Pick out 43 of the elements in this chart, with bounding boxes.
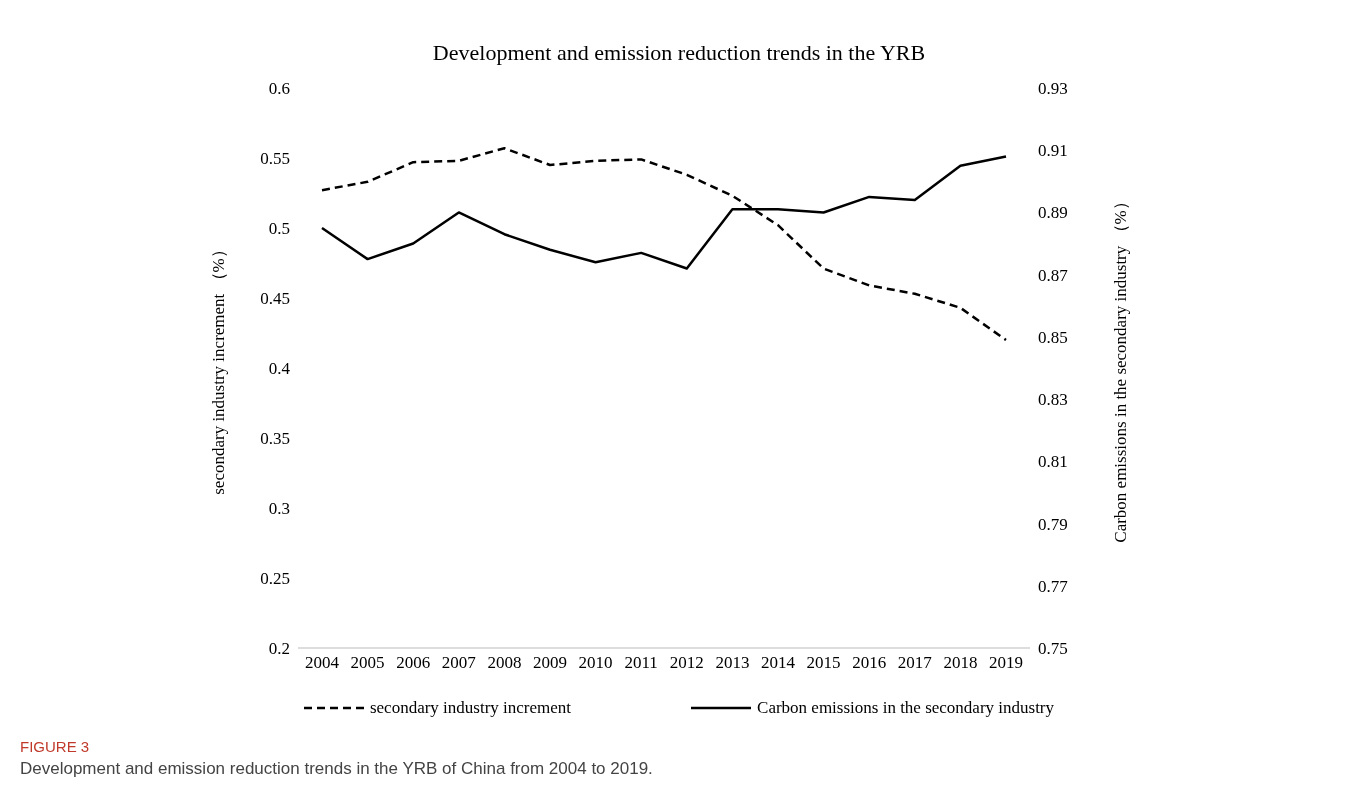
x-tick-label: 2013 bbox=[715, 653, 750, 673]
y-tick-label: 0.25 bbox=[260, 569, 290, 589]
x-tick-label: 2004 bbox=[305, 653, 340, 673]
x-tick-label: 2009 bbox=[533, 653, 567, 673]
caption: FIGURE 3 bbox=[20, 738, 91, 755]
y2-tick-label: 0.91 bbox=[1038, 141, 1068, 161]
x-tick-label: 2008 bbox=[487, 653, 522, 673]
y-tick-label: 0.5 bbox=[268, 219, 290, 239]
x-tick-label: 2011 bbox=[624, 653, 658, 673]
x-tick-label: 2015 bbox=[806, 653, 841, 673]
x-tick-label: 2018 bbox=[943, 653, 978, 673]
x-tick-label: 2019 bbox=[989, 653, 1023, 673]
y-tick-label: 0.45 bbox=[260, 289, 290, 309]
x-tick-label: 2007 bbox=[441, 653, 477, 673]
y2-tick-label: 0.79 bbox=[1038, 514, 1068, 534]
y-tick-label: 0.3 bbox=[268, 499, 290, 519]
y-tick-label: 0.35 bbox=[260, 429, 290, 449]
x-tick-label: 2012 bbox=[669, 653, 704, 673]
y2-tick-label: 0.85 bbox=[1038, 327, 1068, 347]
y-tick-label: 0.4 bbox=[268, 359, 291, 379]
y-tick-label: 0.6 bbox=[268, 79, 290, 99]
chart-title: Development and emission reduction trends in the YRB bbox=[432, 40, 926, 65]
legend-label: Carbon emissions in the secondary industry bbox=[757, 698, 1055, 718]
y2-tick-label: 0.87 bbox=[1038, 265, 1069, 285]
y2-tick-label: 0.81 bbox=[1038, 452, 1068, 472]
y-axis-title: secondary industry increment （%） bbox=[209, 241, 229, 495]
y2-tick-label: 0.77 bbox=[1038, 576, 1069, 596]
y-tick-label: 0.2 bbox=[268, 639, 290, 659]
y2-axis-title: Carbon emissions in the secondary industry （%） bbox=[1111, 193, 1131, 543]
y2-tick-label: 0.75 bbox=[1038, 639, 1068, 659]
y2-tick-label: 0.89 bbox=[1038, 203, 1068, 223]
line-series bbox=[320, 146, 1008, 342]
x-tick-label: 2006 bbox=[396, 653, 431, 673]
x-tick-label: 2016 bbox=[852, 653, 887, 673]
y-tick-label: 0.55 bbox=[260, 149, 290, 169]
x-tick-label: 2010 bbox=[578, 653, 613, 673]
x-tick-label: 2014 bbox=[761, 653, 796, 673]
y2-tick-label: 0.93 bbox=[1038, 79, 1068, 99]
text: Development and emission reduction trends in the YRB of China from 2004 to 2019. bbox=[20, 759, 654, 779]
x-tick-label: 2005 bbox=[350, 653, 385, 673]
legend-label: secondary industry increment bbox=[369, 698, 572, 718]
x-tick-label: 2017 bbox=[897, 653, 933, 673]
y2-tick-label: 0.83 bbox=[1038, 390, 1068, 410]
